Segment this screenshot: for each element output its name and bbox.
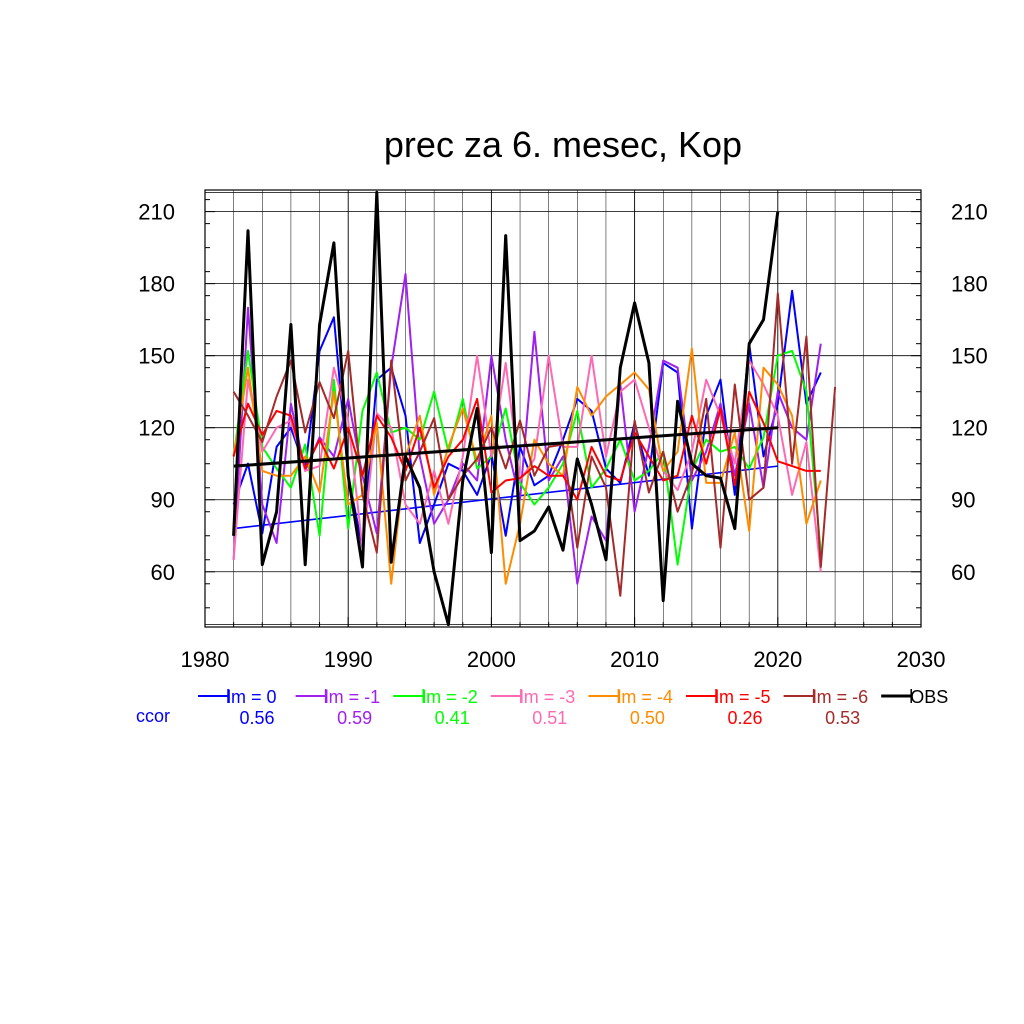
y-tick-label-left: 150 [138,344,175,369]
legend-label-lm-6: lm = -6 [813,687,869,707]
x-tick-label: 2010 [610,647,659,672]
x-tick-label: 2000 [467,647,516,672]
chart-title: prec za 6. mesec, Kop [384,124,742,165]
series-line-obs [232,190,780,627]
series-line-lm-6 [232,292,837,597]
legend: ccor lm = 00.56 lm = -10.59 lm = -20.41 lm =… [136,687,948,728]
x-tick-label: 1980 [181,647,230,672]
legend-ccor-lm-3: 0.51 [532,708,567,728]
series-layer [232,190,837,627]
y-tick-label-left: 90 [151,488,175,513]
x-tick-label: 2030 [897,647,946,672]
trend-line-lm-0 [233,465,778,530]
y-tick-label-left: 120 [138,416,175,441]
ccor-label: ccor [136,706,170,726]
plot-frame [204,189,922,628]
series-line-lm-4 [232,347,822,585]
legend-ccor-lm-0: 0.56 [239,708,274,728]
grid [205,190,921,627]
legend-label-obs: OBS [910,687,948,707]
legend-ccor-lm-2: 0.41 [435,708,470,728]
y-tick-label-right: 210 [951,200,988,225]
series-line-lm-1 [232,273,822,585]
y-tick-label-right: 60 [951,560,975,585]
y-tick-label-right: 180 [951,272,988,297]
series-line-lm-5 [232,390,821,501]
legend-label-lm-1: lm = -1 [325,687,381,707]
legend-label-lm-2: lm = -2 [422,687,478,707]
legend-ccor-lm-5: 0.26 [727,708,762,728]
x-tick-label: 1990 [324,647,373,672]
y-tick-label-right: 150 [951,344,988,369]
y-tick-label-left: 210 [138,200,175,225]
legend-label-lm-0: lm = 0 [227,687,277,707]
y-tick-label-left: 60 [151,560,175,585]
legend-label-lm-5: lm = -5 [715,687,771,707]
legend-ccor-lm-4: 0.50 [630,708,665,728]
trend-line-obs [233,426,778,468]
x-tick-label: 2020 [753,647,802,672]
y-tick-label-left: 180 [138,272,175,297]
y-tick-label-right: 120 [951,416,988,441]
legend-label-lm-3: lm = -3 [520,687,576,707]
axis-ticks: 1980 1990 2000 2010 2020 2030 60 60 90 90 120 120 15… [138,199,988,672]
legend-ccor-lm-1: 0.59 [337,708,372,728]
legend-ccor-lm-6: 0.53 [825,708,860,728]
legend-label-lm-4: lm = -4 [617,687,673,707]
series-line-lm-0 [232,289,822,549]
y-tick-label-right: 90 [951,488,975,513]
